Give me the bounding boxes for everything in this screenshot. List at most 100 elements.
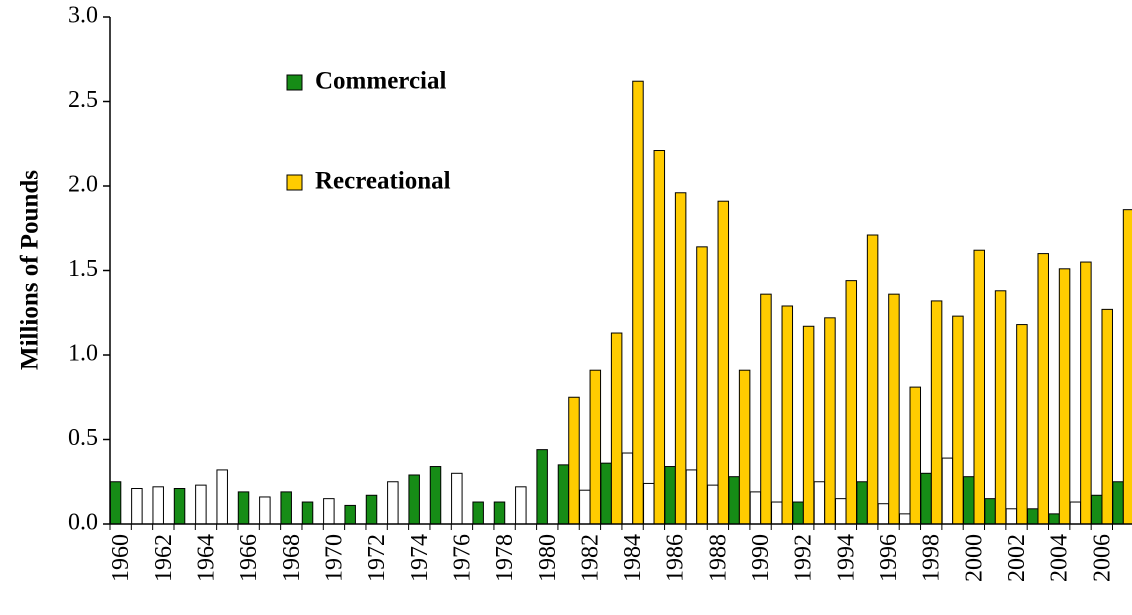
x-tick-label: 2004: [1047, 534, 1073, 582]
bar: [824, 317, 836, 525]
legend-label: Commercial: [315, 68, 446, 95]
x-tick-label: 1980: [535, 534, 561, 582]
bar: [1005, 508, 1018, 525]
bar: [557, 464, 570, 525]
x-tick-label: 1998: [919, 534, 945, 582]
bar: [941, 457, 954, 525]
x-tick-label: 1964: [193, 534, 219, 582]
bar: [131, 488, 143, 525]
bar: [429, 466, 442, 525]
bar: [600, 462, 612, 525]
bar: [664, 466, 676, 525]
bar: [717, 200, 730, 525]
x-tick-label: 2000: [961, 534, 987, 582]
bar: [674, 192, 687, 525]
bar: [1122, 209, 1132, 525]
bar: [920, 472, 932, 525]
x-tick-label: 1982: [577, 534, 603, 582]
bar: [643, 482, 655, 525]
x-tick-label: 1960: [108, 534, 134, 582]
bar: [845, 280, 858, 525]
bar: [792, 501, 804, 525]
bar: [802, 325, 815, 525]
bar: [152, 486, 164, 525]
x-tick-label: 1992: [791, 534, 817, 582]
bar: [1069, 501, 1082, 525]
bar: [216, 469, 228, 525]
y-tick-label: 2.5: [68, 87, 98, 113]
y-tick-label: 1.0: [68, 341, 98, 367]
bar: [728, 476, 740, 525]
bar: [984, 498, 996, 525]
x-tick-label: 1996: [876, 534, 902, 582]
y-tick-label: 2.0: [68, 172, 98, 198]
x-tick-label: 1978: [492, 534, 518, 582]
bar: [259, 496, 271, 525]
bar: [173, 488, 186, 525]
x-tick-label: 2002: [1004, 534, 1030, 582]
bar: [930, 300, 943, 525]
bar: [1080, 261, 1092, 525]
bar: [835, 498, 847, 525]
bar: [1058, 268, 1071, 525]
bar: [877, 503, 890, 525]
bar: [685, 469, 698, 525]
x-tick-label: 1972: [364, 534, 390, 582]
y-axis-label: Millions of Pounds: [17, 170, 44, 370]
bar: [1112, 481, 1124, 525]
bar: [963, 476, 975, 525]
bar: [909, 386, 922, 525]
y-tick-label: 1.5: [68, 256, 98, 282]
bar: [536, 449, 548, 525]
bar: [344, 504, 356, 525]
bar: [707, 484, 719, 525]
bar: [280, 491, 292, 525]
bar: [237, 491, 250, 525]
bar: [1101, 308, 1113, 525]
x-tick-label: 2006: [1089, 534, 1115, 582]
x-tick-label: 1994: [833, 534, 859, 582]
x-tick-label: 1984: [620, 534, 646, 582]
bar: [899, 513, 911, 525]
bar: [515, 486, 527, 525]
bar: [195, 484, 207, 525]
bar: [493, 501, 506, 525]
y-tick-label: 0.0: [68, 510, 98, 536]
bar: [1037, 253, 1049, 525]
bar: [696, 246, 708, 525]
bar: [1048, 513, 1060, 525]
bar: [323, 498, 335, 525]
x-tick-label: 1976: [449, 534, 475, 582]
x-tick-label: 1970: [321, 534, 347, 582]
bar: [952, 315, 964, 525]
x-tick-label: 1986: [663, 534, 689, 582]
legend-swatch: [286, 74, 303, 91]
bar: [760, 293, 772, 525]
bar: [738, 369, 751, 525]
bar: [994, 290, 1007, 525]
bar: [109, 481, 122, 525]
bar: [632, 80, 644, 525]
bar: [301, 501, 314, 525]
bar: [472, 501, 484, 525]
bar: [408, 474, 420, 525]
bar: [1016, 324, 1028, 525]
bar: [973, 249, 985, 525]
bar: [866, 234, 879, 525]
bar: [749, 491, 762, 525]
bar: [781, 305, 794, 525]
bar: [653, 150, 666, 525]
bar: [589, 369, 602, 525]
bar: [1026, 508, 1039, 525]
bar: [888, 293, 900, 525]
legend-swatch: [286, 174, 303, 191]
x-tick-label: 1990: [748, 534, 774, 582]
bar: [579, 489, 591, 525]
bar: [365, 494, 378, 525]
x-tick-label: 1974: [407, 534, 433, 582]
bar: [568, 396, 580, 525]
bar: [387, 481, 399, 525]
bar: [1090, 494, 1103, 525]
bar: [621, 452, 634, 525]
